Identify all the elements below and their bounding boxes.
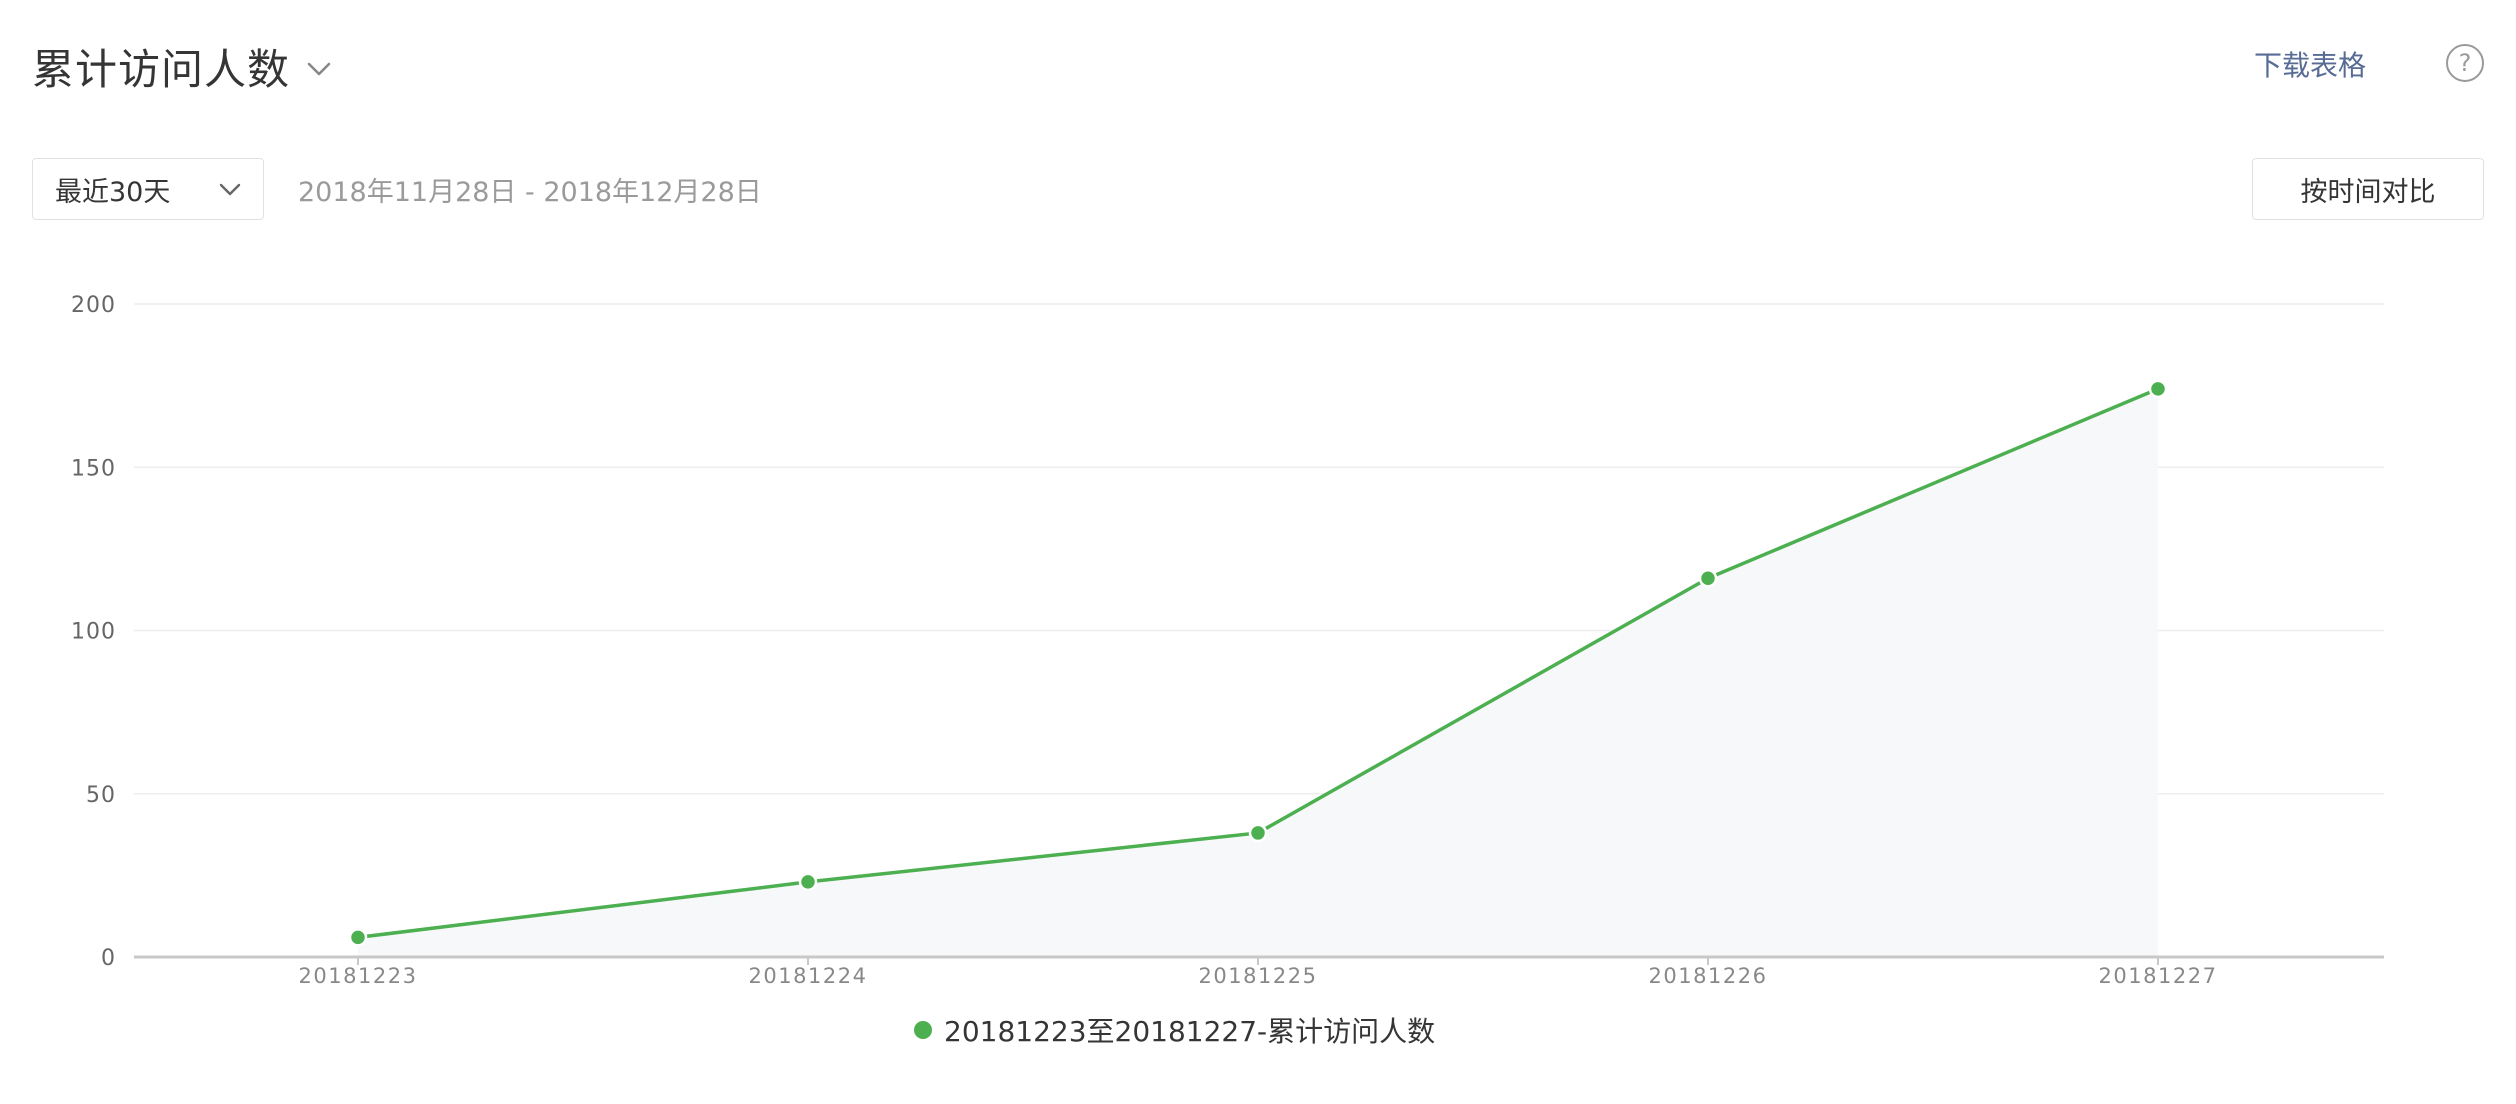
x-tick-label: 20181226	[1649, 964, 1768, 988]
chart-legend[interactable]: 20181223至20181227-累计访问人数	[914, 1010, 1435, 1050]
y-tick-label: 200	[71, 293, 116, 318]
data-point	[798, 872, 818, 892]
legend-marker	[914, 1021, 932, 1039]
data-point	[348, 928, 368, 947]
metric-selector[interactable]: 累计访问人数	[32, 36, 332, 96]
data-point	[1698, 569, 1718, 588]
date-range-select-value: 最近30天	[55, 176, 171, 208]
data-point	[2148, 379, 2168, 399]
data-point	[1248, 823, 1268, 843]
compare-by-time-button[interactable]: 按时间对比	[2252, 158, 2484, 220]
legend-label: 20181223至20181227-累计访问人数	[944, 1015, 1436, 1048]
x-tick-label: 20181227	[2099, 964, 2218, 988]
y-tick-label: 100	[71, 620, 116, 645]
chevron-down-icon	[307, 62, 331, 76]
date-range-text: 2018年11月28日 - 2018年12月28日	[298, 177, 762, 208]
series-area	[358, 388, 2158, 957]
chevron-down-icon	[219, 183, 241, 196]
help-icon[interactable]: ?	[2446, 44, 2484, 82]
y-tick-label: 150	[71, 456, 116, 481]
x-tick-label: 20181223	[299, 964, 418, 988]
page-title: 累计访问人数	[32, 44, 291, 94]
y-tick-label: 0	[101, 946, 116, 971]
date-range-select[interactable]: 最近30天	[32, 158, 264, 220]
download-table-link[interactable]: 下载表格	[2253, 49, 2366, 82]
x-tick-label: 20181224	[749, 964, 868, 988]
x-tick-label: 20181225	[1199, 964, 1318, 988]
y-tick-label: 50	[86, 783, 116, 808]
